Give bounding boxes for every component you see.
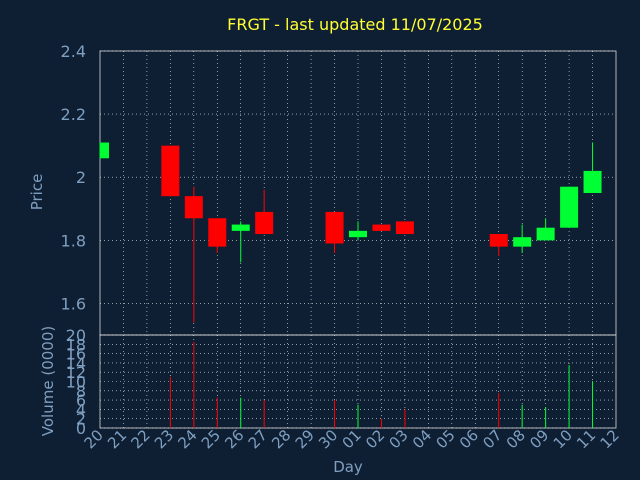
price-tick-label: 2 [76, 168, 86, 187]
candle-body [325, 211, 344, 244]
price-tick-label: 1.8 [61, 231, 86, 250]
candle-body [583, 170, 602, 193]
x-axis: 2021222324252627282930010203040506070809… [81, 426, 623, 452]
volume-tick-label: 2 [76, 410, 86, 429]
candle-body [395, 221, 414, 235]
candle-body [489, 234, 508, 247]
candle-body [255, 211, 274, 235]
volume-tick-label: 0 [76, 419, 86, 438]
volume-tick-label: 20 [66, 326, 86, 345]
volume-axis-label: Volume (0000) [39, 326, 57, 436]
volume-tick-label: 4 [76, 400, 86, 419]
volume-tick-label: 14 [66, 354, 86, 373]
candle-body [536, 227, 555, 241]
candle-body [161, 145, 180, 197]
price-tick-label: 1.6 [61, 294, 86, 313]
candle-body [349, 230, 367, 238]
volume-tick-label: 6 [76, 391, 86, 410]
candle-body [208, 218, 227, 247]
volume-tick-label: 16 [66, 345, 86, 364]
price-tick-label: 2.4 [61, 42, 86, 61]
candle-body [184, 196, 203, 219]
price-axis-label: Price [28, 174, 46, 211]
candle-body [372, 224, 391, 231]
volume-tick-label: 12 [66, 363, 86, 382]
candle-body [513, 237, 532, 247]
candle-body [231, 224, 250, 231]
price-tick-label: 2.2 [61, 105, 86, 124]
volume-tick-label: 10 [66, 373, 86, 392]
price-panel: 1.6 1.8 2 2.2 2.4 [61, 42, 617, 336]
candle-body [100, 142, 109, 159]
candle-body [560, 186, 579, 228]
chart-title: FRGT - last updated 11/07/2025 [227, 15, 483, 34]
volume-tick-label: 8 [76, 382, 86, 401]
x-axis-label: Day [333, 458, 363, 476]
volume-tick-label: 18 [66, 335, 86, 354]
